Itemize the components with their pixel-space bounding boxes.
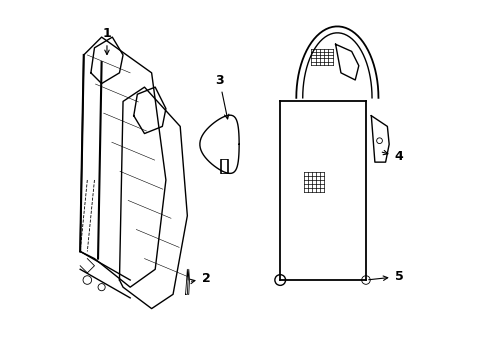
Bar	[311, 49, 332, 65]
Bar	[304, 172, 324, 192]
Text: 4: 4	[382, 150, 403, 163]
Text: 2: 2	[190, 272, 210, 285]
Text: 5: 5	[368, 270, 403, 283]
Bar	[220, 158, 227, 173]
Text: 3: 3	[215, 73, 228, 119]
Text: 1: 1	[102, 27, 111, 54]
